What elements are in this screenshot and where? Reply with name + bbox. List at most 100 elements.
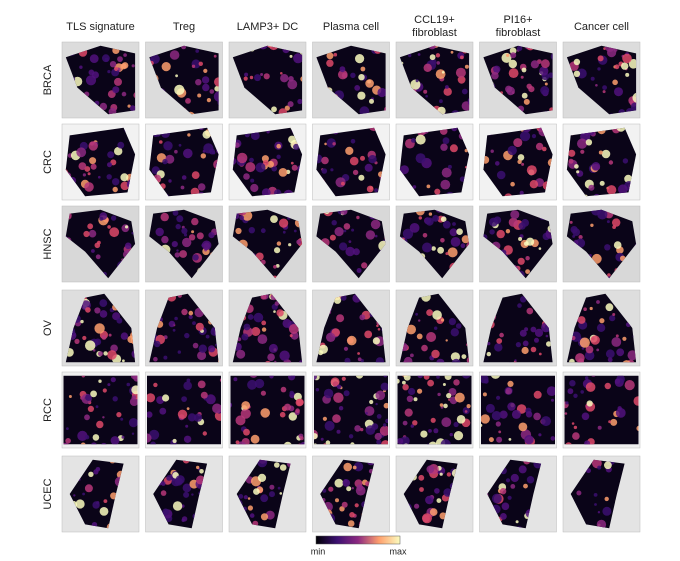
spot	[131, 432, 135, 435]
colorbar: min max	[311, 535, 407, 556]
spot	[95, 467, 101, 472]
spot	[538, 352, 542, 356]
spot	[103, 351, 108, 356]
spot	[421, 344, 428, 352]
spot	[279, 492, 283, 495]
spot	[441, 167, 452, 178]
spot	[440, 179, 451, 190]
tissue-panel	[61, 123, 140, 201]
spot	[464, 410, 468, 413]
spot	[255, 162, 266, 173]
spot	[406, 395, 414, 402]
spot	[123, 53, 127, 57]
spot	[406, 324, 416, 335]
row-label: RCC	[42, 398, 54, 422]
spot	[379, 425, 388, 436]
spot	[283, 359, 292, 363]
spot	[296, 239, 302, 245]
spot	[418, 216, 422, 220]
spot	[276, 154, 281, 159]
spot	[75, 499, 85, 509]
spot	[628, 59, 637, 69]
spot	[376, 439, 382, 445]
spot	[278, 168, 288, 177]
spot	[293, 229, 297, 233]
spot	[612, 225, 616, 230]
spot	[569, 358, 575, 363]
spot	[524, 435, 534, 445]
expression-spots	[481, 375, 555, 445]
spot	[82, 173, 86, 177]
spot	[230, 402, 232, 408]
spot	[249, 157, 254, 163]
spot	[236, 349, 246, 359]
spot	[128, 418, 138, 428]
spot	[174, 316, 178, 321]
spot	[131, 64, 135, 68]
spot	[408, 53, 412, 58]
spot	[349, 512, 355, 518]
spot	[348, 240, 352, 244]
spot	[276, 309, 284, 317]
spot	[608, 160, 614, 165]
spot	[505, 387, 512, 395]
spot	[68, 395, 72, 398]
spot	[360, 66, 366, 72]
spot	[299, 436, 304, 441]
spot	[243, 173, 250, 180]
spot	[269, 375, 274, 379]
spot	[147, 433, 152, 443]
spot	[409, 223, 420, 233]
tissue-panel	[228, 289, 307, 367]
spot	[261, 327, 267, 332]
spot	[402, 384, 409, 391]
spot	[599, 180, 605, 186]
spot	[508, 68, 519, 78]
spot	[455, 323, 462, 329]
tissue-panel	[312, 205, 390, 283]
tissue	[65, 209, 136, 279]
spot	[597, 465, 602, 470]
spot	[426, 309, 433, 316]
spot	[176, 215, 184, 223]
spot	[564, 412, 568, 415]
spot	[336, 429, 341, 434]
spot	[84, 182, 94, 192]
spot	[239, 215, 245, 221]
spot	[185, 98, 191, 104]
spot	[525, 411, 533, 418]
spot	[121, 91, 127, 97]
spot	[496, 170, 506, 180]
spot	[551, 398, 554, 402]
spot	[598, 150, 603, 155]
spot	[515, 520, 519, 524]
spot	[585, 345, 594, 354]
spot	[544, 82, 548, 86]
spot	[368, 155, 377, 164]
spot	[567, 388, 574, 395]
spot	[323, 443, 327, 445]
spot	[95, 405, 99, 409]
spot	[572, 234, 576, 238]
tissue-panel	[562, 371, 641, 449]
spot	[183, 233, 188, 237]
spot	[418, 474, 425, 481]
spot	[183, 381, 192, 391]
spot	[125, 225, 129, 229]
tissue-panel	[479, 123, 557, 201]
spot	[615, 408, 626, 418]
spot	[501, 502, 510, 511]
colorbar-max: max	[389, 546, 407, 556]
spot	[339, 242, 348, 251]
spot	[197, 380, 206, 389]
spot	[103, 499, 108, 503]
spot	[260, 390, 266, 396]
spot	[372, 337, 380, 345]
spot	[481, 423, 483, 427]
spot	[439, 472, 443, 476]
tissue-panel	[562, 289, 641, 367]
spot	[201, 240, 212, 251]
spot	[450, 50, 454, 54]
tissue-panel	[312, 455, 390, 533]
spot	[624, 174, 633, 183]
